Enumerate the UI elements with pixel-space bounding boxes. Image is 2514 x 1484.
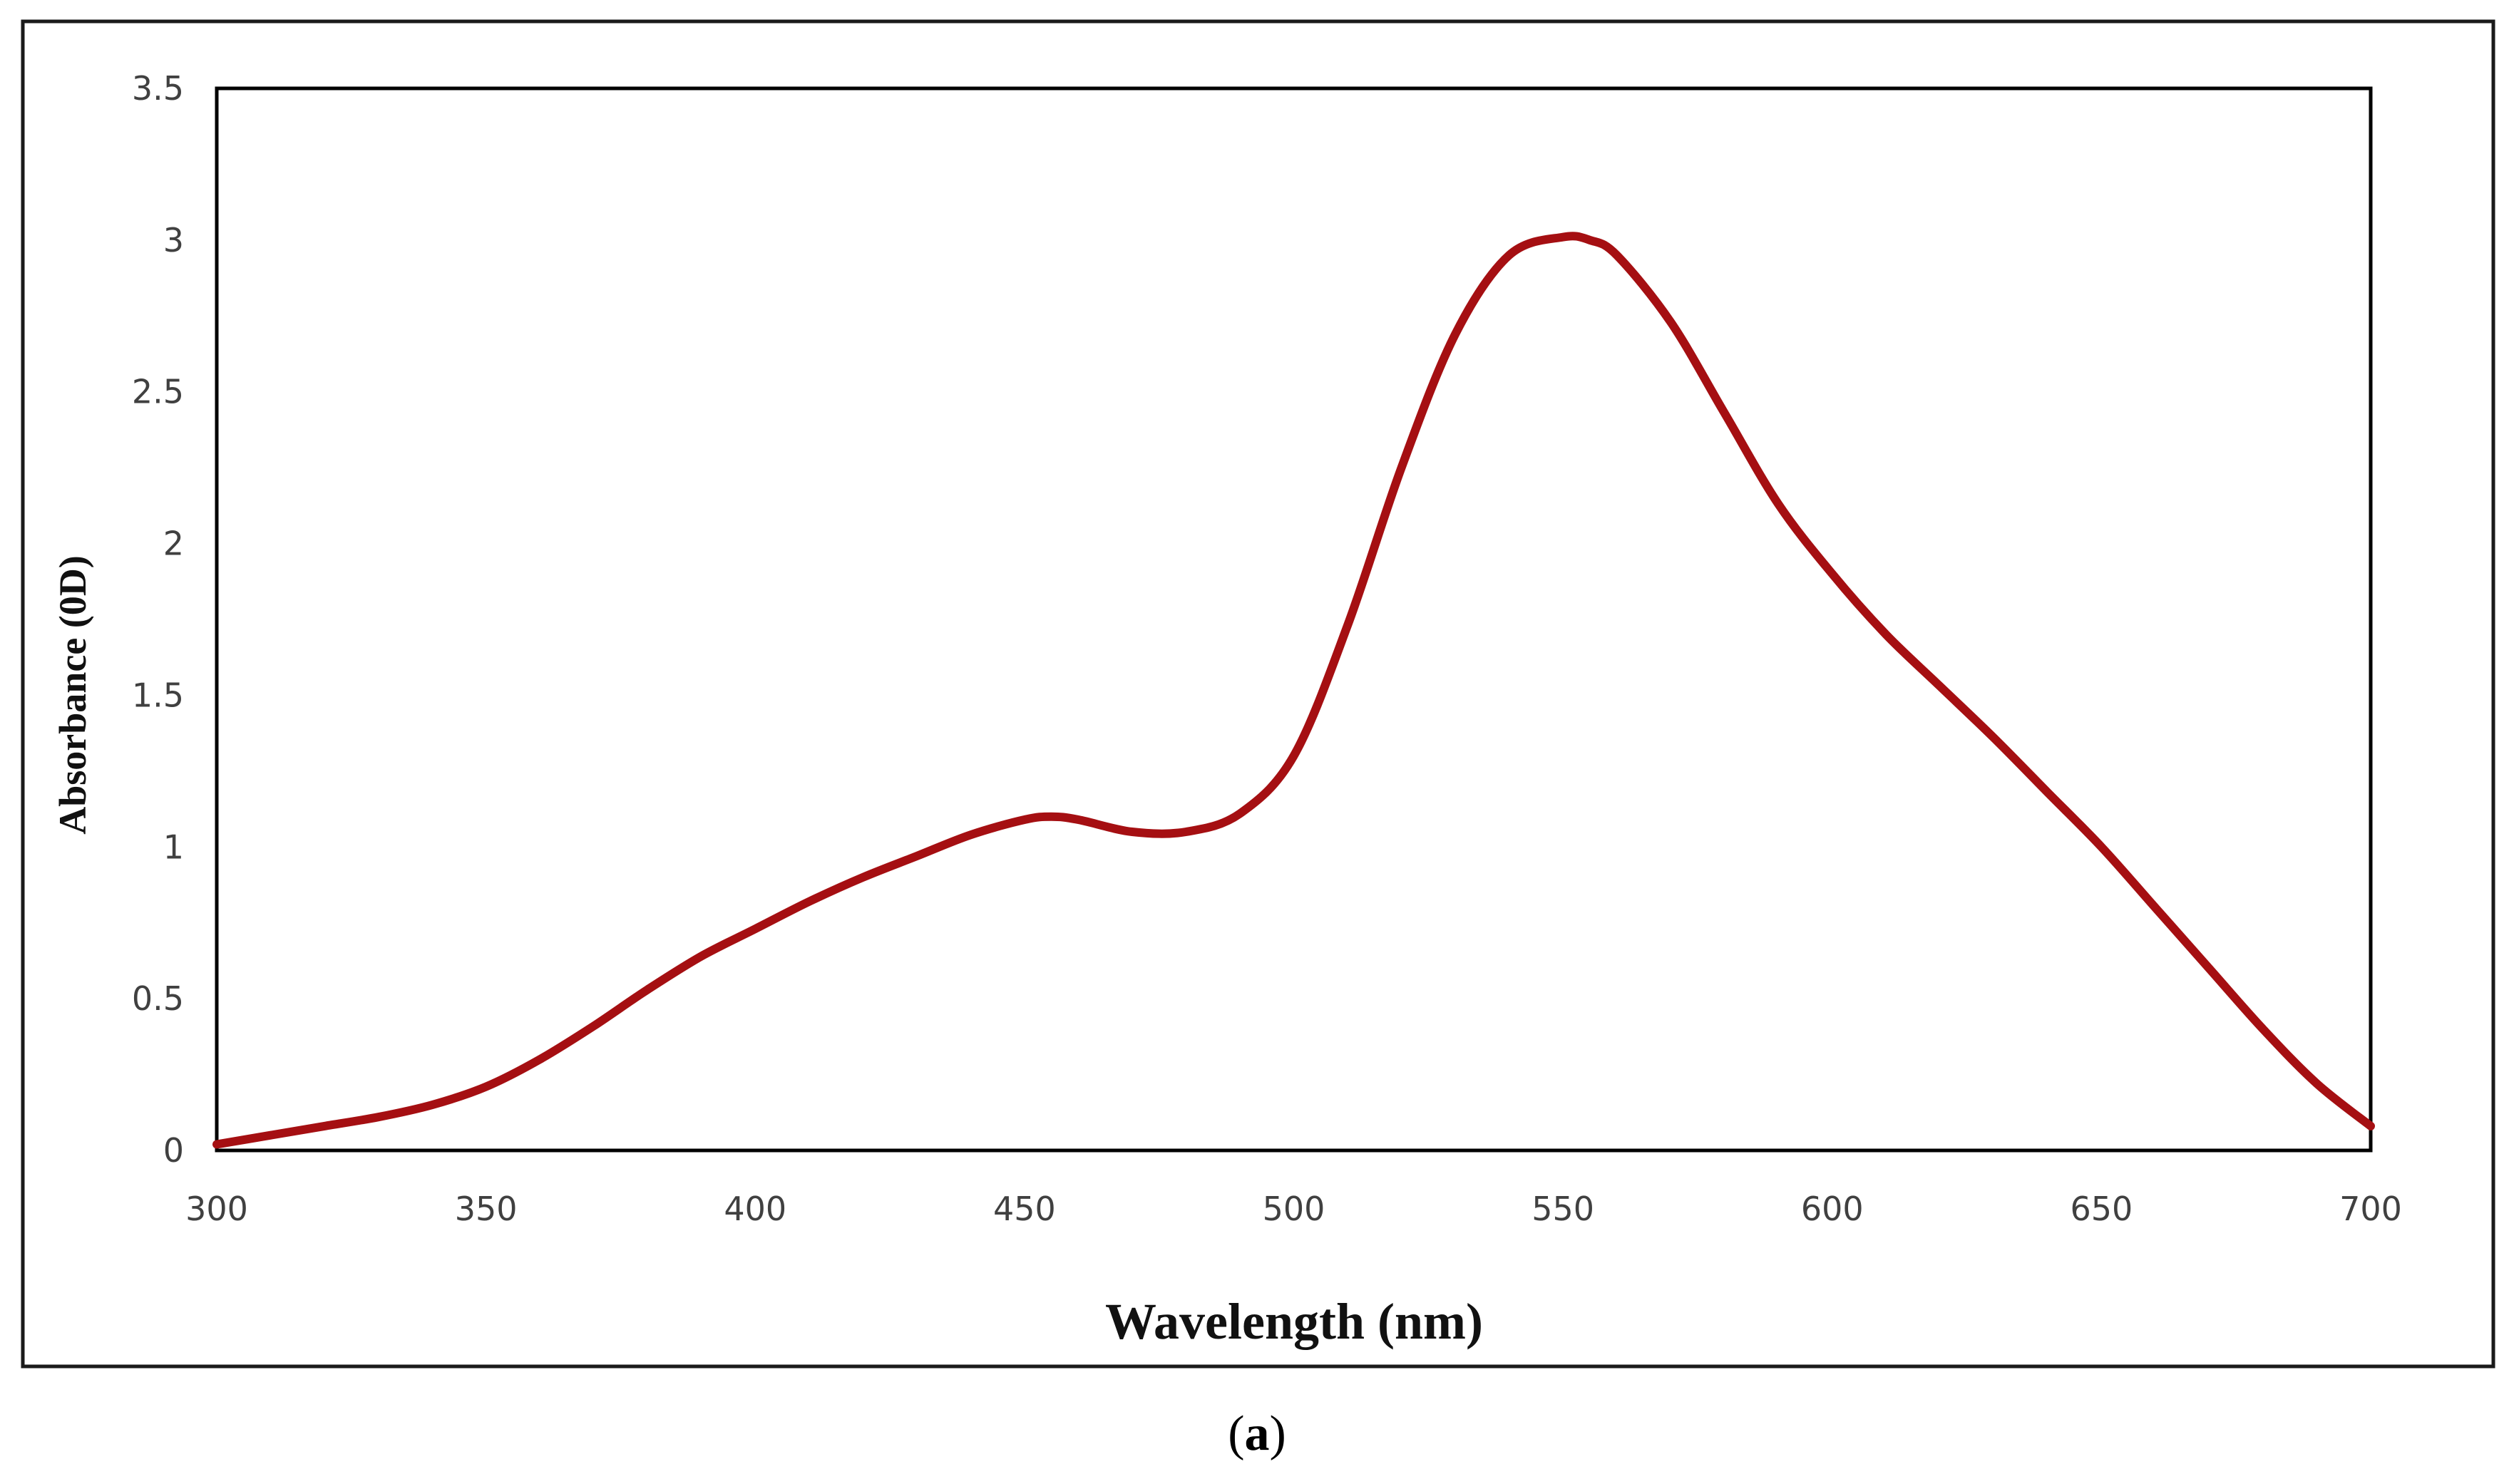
x-tick-label: 700 <box>2339 1190 2402 1228</box>
caption-letter: a <box>1245 1406 1270 1461</box>
y-tick-label: 1.5 <box>132 676 184 714</box>
x-tick-label: 500 <box>1263 1190 1325 1228</box>
caption-close-paren: ) <box>1270 1406 1286 1461</box>
y-tick-label: 0.5 <box>132 979 184 1018</box>
y-axis-title: Absorbance (0D) <box>51 555 94 834</box>
y-tick-labels: 0 0.5 1 1.5 2 2.5 3 3.5 <box>132 69 184 1170</box>
absorbance-chart: 0 0.5 1 1.5 2 2.5 3 3.5 300 350 400 450 500 550 600 65… <box>51 69 2402 1350</box>
x-tick-label: 400 <box>724 1190 786 1228</box>
x-tick-label: 300 <box>185 1190 248 1228</box>
y-tick-label: 2 <box>163 525 184 563</box>
x-tick-label: 650 <box>2070 1190 2133 1228</box>
y-tick-label: 0 <box>163 1131 184 1170</box>
x-tick-label: 600 <box>1801 1190 1864 1228</box>
y-tick-label: 3.5 <box>132 69 184 108</box>
x-tick-label: 550 <box>1532 1190 1594 1228</box>
y-tick-label: 2.5 <box>132 373 184 411</box>
y-tick-label: 1 <box>163 828 184 866</box>
plot-area <box>215 86 2373 1153</box>
x-tick-label: 350 <box>455 1190 518 1228</box>
x-tick-label: 450 <box>993 1190 1056 1228</box>
figure-caption: (a) <box>1228 1406 1286 1461</box>
absorbance-series-line <box>212 232 2375 1149</box>
x-axis-title: Wavelength (nm) <box>1105 1293 1483 1350</box>
caption-open-paren: ( <box>1228 1406 1244 1461</box>
y-tick-label: 3 <box>163 221 184 259</box>
x-tick-labels: 300 350 400 450 500 550 600 650 700 <box>185 1190 2402 1228</box>
